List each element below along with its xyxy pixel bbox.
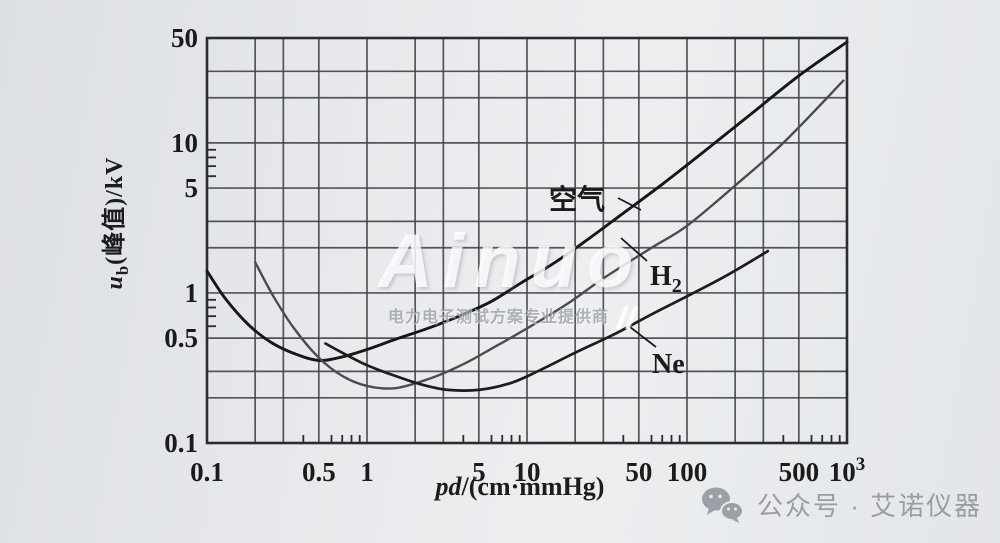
wechat-icon xyxy=(702,487,744,523)
y-tick-label-0.1: 0.1 xyxy=(164,428,198,458)
x-tick-label-100: 100 xyxy=(667,457,708,487)
x-tick-label-50: 50 xyxy=(625,457,652,487)
y-tick-label-50: 50 xyxy=(171,23,198,53)
x-tick-label-10: 10 xyxy=(514,457,541,487)
y-tick-label-5: 5 xyxy=(185,173,199,203)
curve-label-ne: Ne xyxy=(652,349,685,380)
curve-label-h2: H2 xyxy=(650,261,682,297)
curve-ne xyxy=(324,249,770,392)
wechat-account-text: 公众号 · 艾诺仪器 xyxy=(757,491,983,521)
plot-frame xyxy=(205,36,849,445)
y-axis-title-symbol: u xyxy=(102,275,128,290)
leader-line-h2 xyxy=(620,237,648,262)
x-tick-label-0.5: 0.5 xyxy=(302,457,336,487)
x-tick-label-0.1: 0.1 xyxy=(190,457,224,487)
wechat-badge: 公众号 · 艾诺仪器 xyxy=(701,486,982,523)
x-tick-label-500: 500 xyxy=(779,457,820,487)
x-axis-title-symbol: pd xyxy=(435,472,462,501)
y-axis-title-subscript: b xyxy=(112,264,132,276)
y-tick-label-0.5: 0.5 xyxy=(164,323,198,353)
curve-h2 xyxy=(254,79,845,390)
curve-label-air: 空气 xyxy=(549,183,605,216)
curve-air xyxy=(205,40,849,362)
x-axis-title: pd/(cm·mmHg) xyxy=(385,472,655,502)
y-tick-label-10: 10 xyxy=(171,128,198,158)
x-tick-label-5: 5 xyxy=(472,457,486,487)
x-tick-label-10^3: 103 xyxy=(829,454,866,487)
leader-line-air xyxy=(617,197,642,211)
y-axis-title-units: (峰值)/kV xyxy=(102,156,128,265)
y-axis-title: ub(峰值)/kV xyxy=(94,94,133,352)
y-tick-label-1: 1 xyxy=(185,278,199,308)
x-axis-title-units: /(cm·mmHg) xyxy=(461,472,605,501)
x-tick-label-1: 1 xyxy=(360,457,374,487)
leader-line-ne xyxy=(629,326,657,348)
